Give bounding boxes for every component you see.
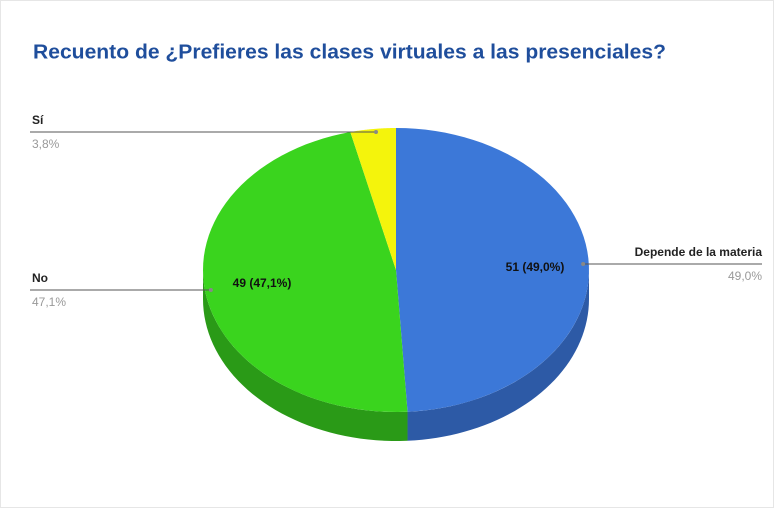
percent-label: 49,0% xyxy=(728,269,762,283)
chart-title: Recuento de ¿Prefieres las clases virtua… xyxy=(33,41,666,63)
callout-dot xyxy=(373,130,378,134)
legend-label: Depende de la materia xyxy=(635,245,763,259)
percent-label: 47,1% xyxy=(32,295,66,309)
legend-label: No xyxy=(32,271,48,285)
slice xyxy=(396,128,589,412)
slice-label: 49 (47,1%) xyxy=(233,276,292,290)
percent-label: 3,8% xyxy=(32,137,60,151)
slice-label: 51 (49,0%) xyxy=(506,260,565,274)
callout-dot xyxy=(208,288,213,292)
callout-dot xyxy=(581,262,586,266)
slice-side xyxy=(407,270,589,441)
legend-label: Sí xyxy=(32,113,44,127)
slice-side xyxy=(203,270,408,441)
slice xyxy=(350,128,396,270)
slice xyxy=(203,132,408,412)
